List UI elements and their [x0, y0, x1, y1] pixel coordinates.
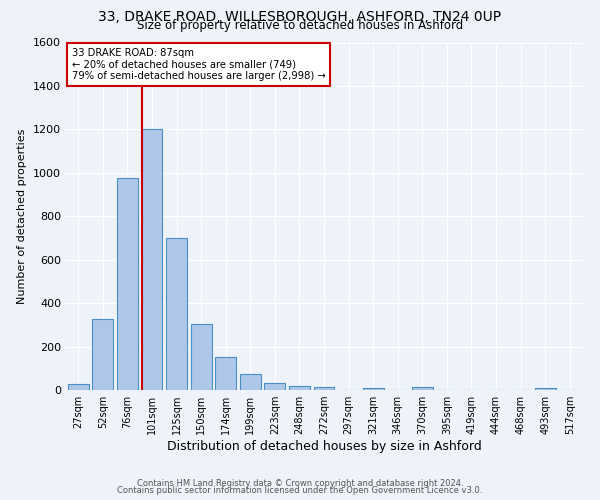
Bar: [265, 384, 286, 390]
Bar: [314, 387, 334, 390]
Bar: [142, 130, 163, 390]
Bar: [215, 357, 236, 390]
Text: Contains HM Land Registry data © Crown copyright and database right 2024.: Contains HM Land Registry data © Crown c…: [137, 478, 463, 488]
Bar: [240, 374, 261, 390]
Bar: [68, 384, 89, 390]
Bar: [117, 178, 138, 390]
Text: 33 DRAKE ROAD: 87sqm
← 20% of detached houses are smaller (749)
79% of semi-deta: 33 DRAKE ROAD: 87sqm ← 20% of detached h…: [71, 48, 325, 82]
Bar: [92, 320, 113, 390]
Bar: [535, 388, 556, 390]
Bar: [362, 388, 383, 390]
Text: Size of property relative to detached houses in Ashford: Size of property relative to detached ho…: [137, 19, 463, 32]
Y-axis label: Number of detached properties: Number of detached properties: [17, 128, 28, 304]
Text: 33, DRAKE ROAD, WILLESBOROUGH, ASHFORD, TN24 0UP: 33, DRAKE ROAD, WILLESBOROUGH, ASHFORD, …: [98, 10, 502, 24]
Bar: [412, 387, 433, 390]
X-axis label: Distribution of detached houses by size in Ashford: Distribution of detached houses by size …: [167, 440, 481, 453]
Bar: [289, 386, 310, 390]
Bar: [166, 238, 187, 390]
Bar: [191, 324, 212, 390]
Text: Contains public sector information licensed under the Open Government Licence v3: Contains public sector information licen…: [118, 486, 482, 495]
